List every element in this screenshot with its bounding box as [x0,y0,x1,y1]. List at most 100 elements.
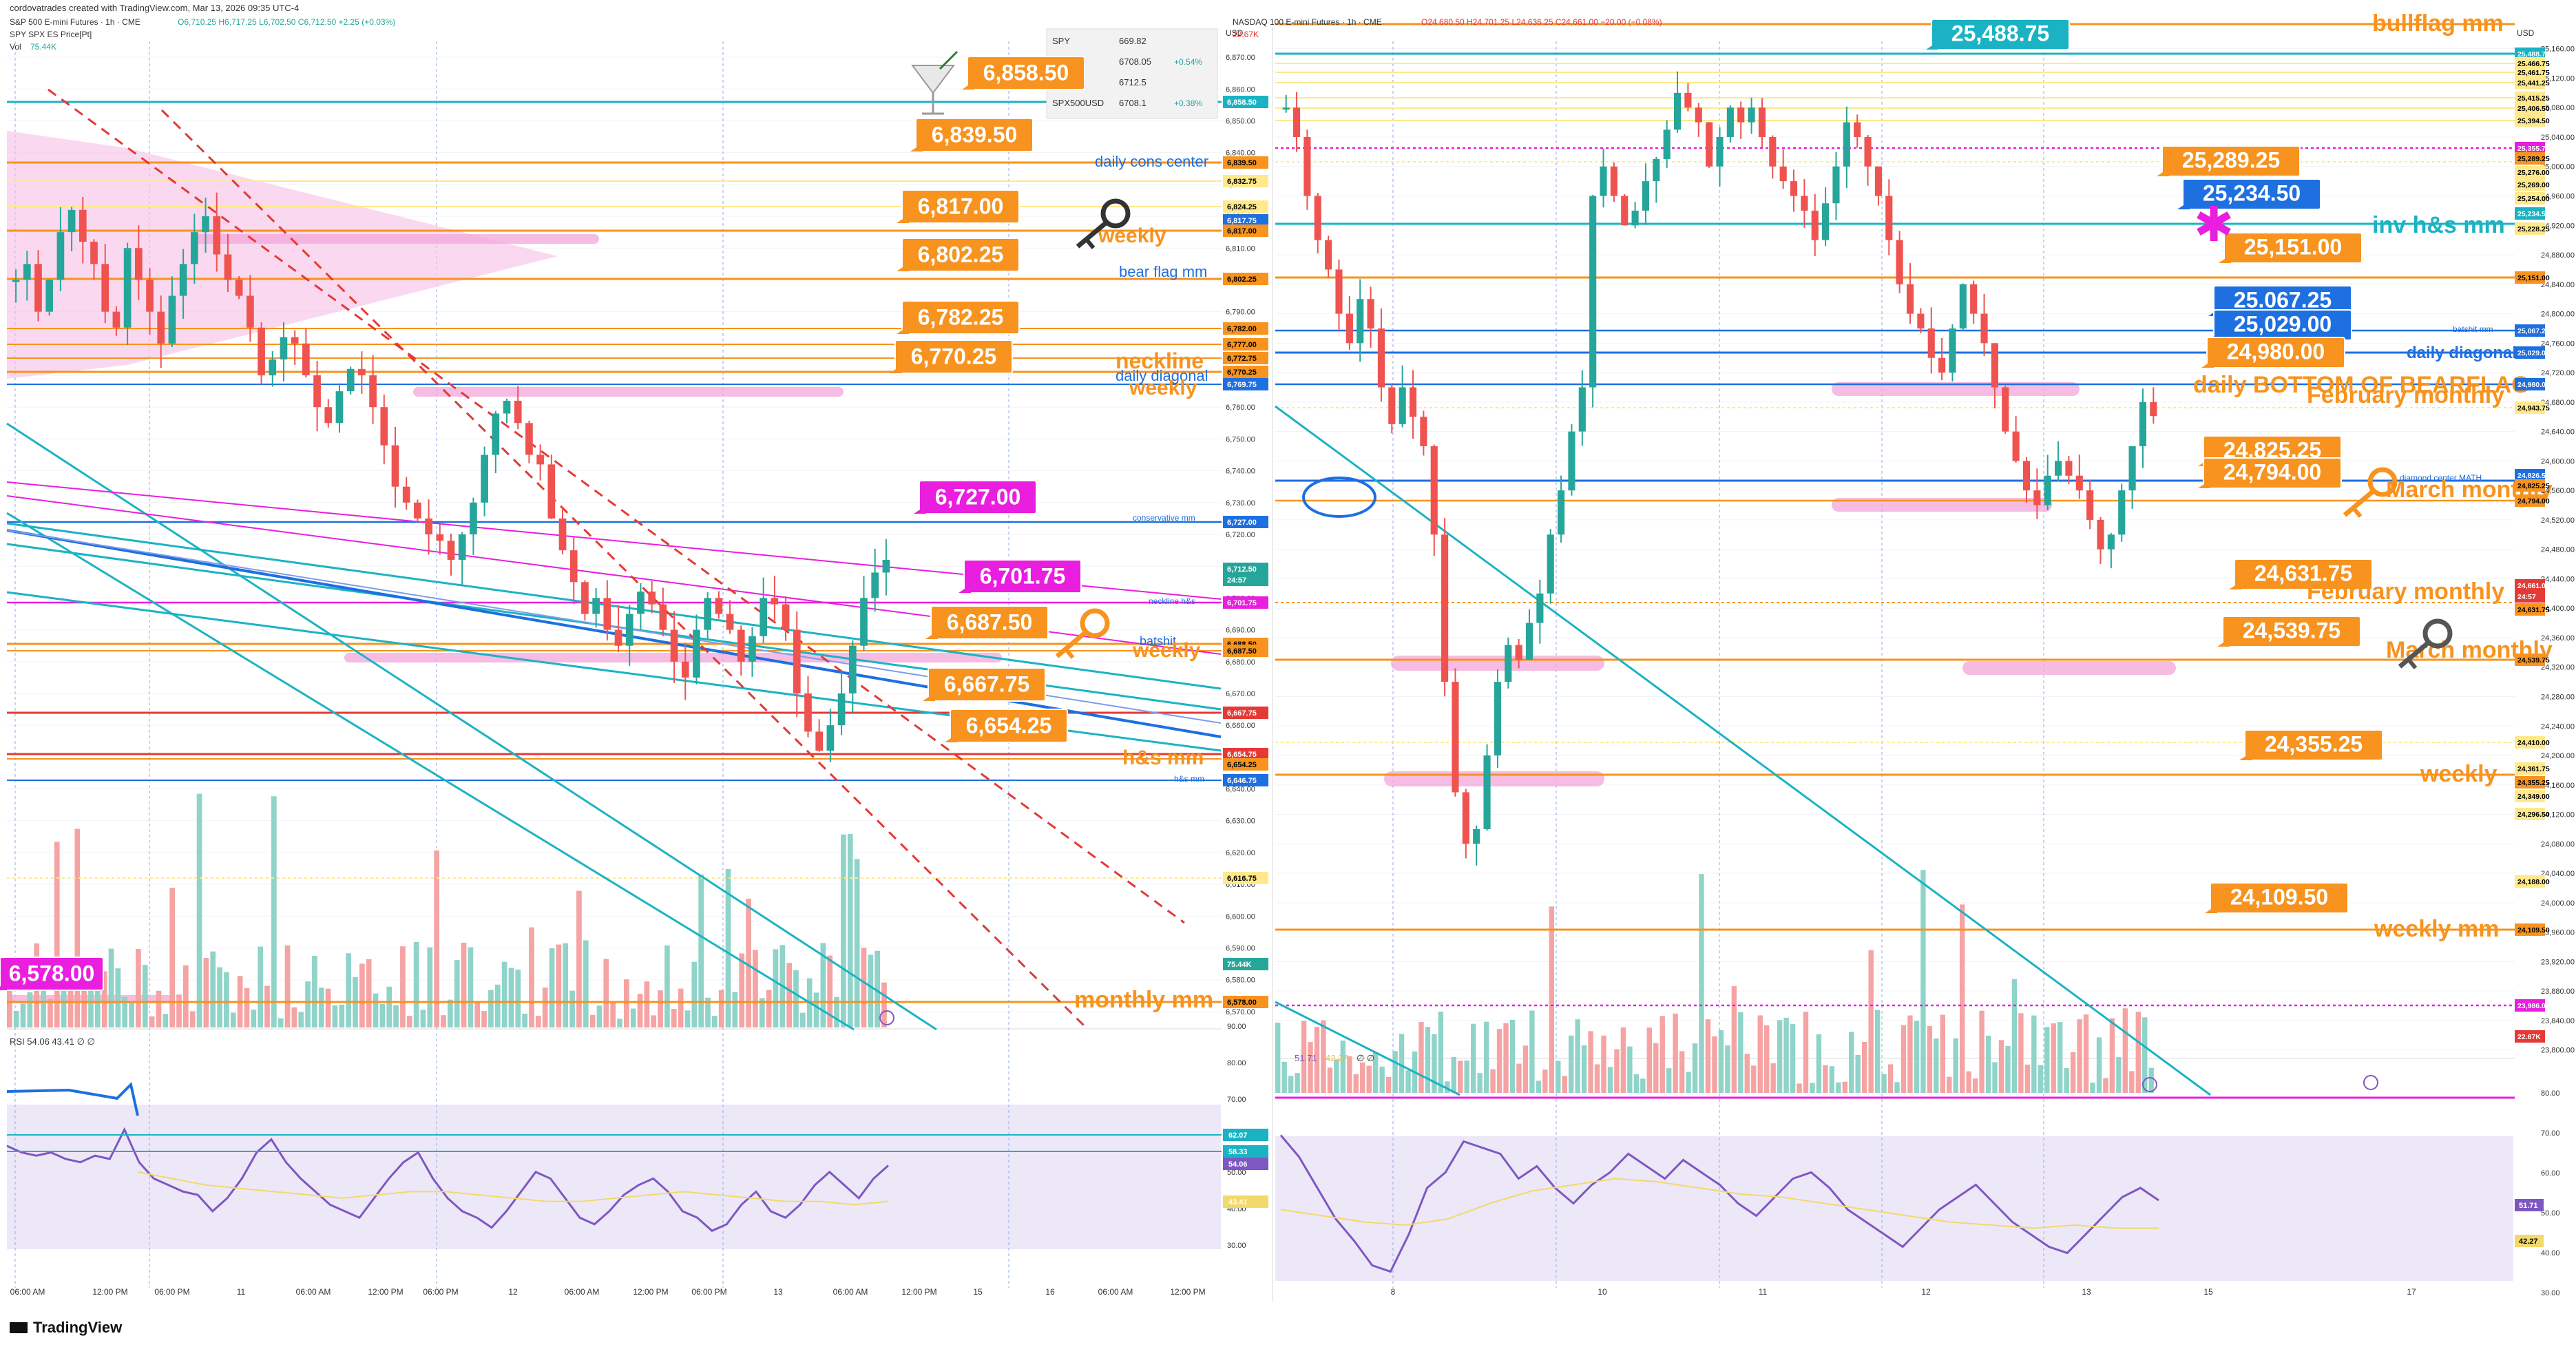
volume-bar [820,943,826,1027]
pink-highlight-zone [1832,382,2080,396]
candle-body [2097,519,2104,550]
candle-body [1409,387,1417,417]
volume-bar [725,868,731,1027]
left-level-label-bg [963,559,1082,594]
left-axis-tag-bg [1223,563,1268,575]
tradingview-logo[interactable]: TradingView [10,1319,123,1336]
candle-body [1536,593,1544,623]
candle-body [2118,490,2126,535]
candle-body [2075,475,2083,491]
volume-bar [773,949,779,1027]
cocktail-glass-icon [911,50,959,115]
candle-body [681,661,689,678]
right-rsi-axis-tick: 30.00 [2541,1289,2560,1297]
right-level-label: 24,631.75 [2254,561,2352,586]
volume-bar [1646,1027,1652,1093]
candle-body [481,455,488,503]
right-axis-tag-bg [2515,401,2545,414]
left-axis-tag-bg [1223,774,1268,786]
volume-bar [1536,1080,1542,1093]
volume-bar [1985,1035,1991,1093]
volume-bar [2103,1078,2108,1093]
left-axis-tag: 6,712.50 [1227,565,1257,574]
right-axis-tag: 25,067.25 [2517,327,2550,335]
right-axis-tick-label: 24,360.00 [2541,634,2575,643]
candle-body [247,295,254,328]
volume-bar [1960,904,1965,1093]
right-axis-tick-label: 24,160.00 [2541,782,2575,790]
right-rsi-line [1279,1134,2159,1273]
right-axis-tick-label: 23,920.00 [2541,958,2575,966]
volume-bar [1314,1027,1320,1093]
right-axis-tag-bg [2515,469,2545,481]
left-level-label: 6,687.50 [947,610,1033,635]
left-axis-tick-label: 6,740.00 [1226,468,1255,476]
right-rsi-legend-b: 42.27 [1326,1053,1348,1063]
volume-bar [2070,1052,2076,1093]
right-rsi-band [1275,1136,2513,1281]
right-x-axis-label: 17 [2407,1287,2416,1297]
volume-bar [312,956,317,1027]
left-x-axis-label: 06:00 PM [423,1287,458,1297]
right-axis-tag: 25,269.00 [2517,181,2550,189]
right-axis-tag-bg [2515,875,2545,888]
volume-bar [27,992,33,1027]
right-axis-tag: 25,254.00 [2517,195,2550,203]
candle-body [1631,210,1639,226]
candle-body [1483,755,1491,829]
volume-bar [881,982,887,1027]
left-axis-tag: 6,654.25 [1227,761,1257,769]
candle-body [693,629,700,678]
volume-bar [644,981,650,1027]
candle-body [23,264,31,280]
volume-bar [1874,1010,1881,1093]
volume-bar [2142,1017,2148,1093]
volume-bar [1998,1040,2004,1093]
volume-bar [1627,1046,1633,1093]
left-axis-tag-bg [1223,645,1268,657]
left-line-note: weekly [1098,224,1166,247]
left-level-label: 6,858.50 [983,61,1069,85]
key-icon-shaft [2343,488,2376,517]
volume-bar [318,988,324,1027]
candle-body [1377,328,1385,388]
volume-bar [1920,870,1926,1093]
right-axis-tick-label: 24,600.00 [2541,457,2575,466]
volume-bar [1281,1061,1287,1093]
volume-bar [1405,1070,1411,1093]
left-line-note: bear flag mm [1119,263,1207,280]
volume-bar [1810,1083,1815,1093]
volume-bar [1379,1066,1385,1093]
candle-body [1917,313,1925,328]
candle-body [380,407,388,446]
volume-bar [81,986,87,1027]
candle-body [1282,107,1290,110]
candle-body [1357,299,1364,344]
right-axis-tick-label: 25,080.00 [2541,104,2575,112]
candle-body [45,280,54,312]
left-axis-tick-label: 6,680.00 [1226,658,1255,667]
volume-bar [1927,1025,1933,1093]
left-level-label-bg [930,605,1049,640]
candle-body [324,407,333,424]
left-axis-tick-label: 6,570.00 [1226,1008,1255,1016]
volume-bar [1881,1074,1887,1093]
volume-bar [176,994,182,1027]
candle-body [146,280,154,312]
candle-body [637,592,645,614]
left-x-axis-label: 06:00 AM [833,1287,868,1297]
right-rsi-tag-bg [2515,1235,2544,1247]
candle-body [1832,166,1840,204]
volume-bar [474,1001,481,1027]
candle-body [1906,284,1914,314]
volume-bar [13,1010,19,1027]
left-level-label: 6,839.50 [932,123,1018,147]
left-axis-tag-bg [1223,214,1268,227]
volume-bar [291,1007,297,1027]
volume-bar [88,957,94,1027]
volume-bar [1496,1029,1502,1093]
quote-table-change: +0.54% [1174,57,1202,67]
left-level-label-pointer [0,982,7,990]
left-axis-tick-label: 6,750.00 [1226,435,1255,443]
key-icon-tooth [1085,238,1096,249]
